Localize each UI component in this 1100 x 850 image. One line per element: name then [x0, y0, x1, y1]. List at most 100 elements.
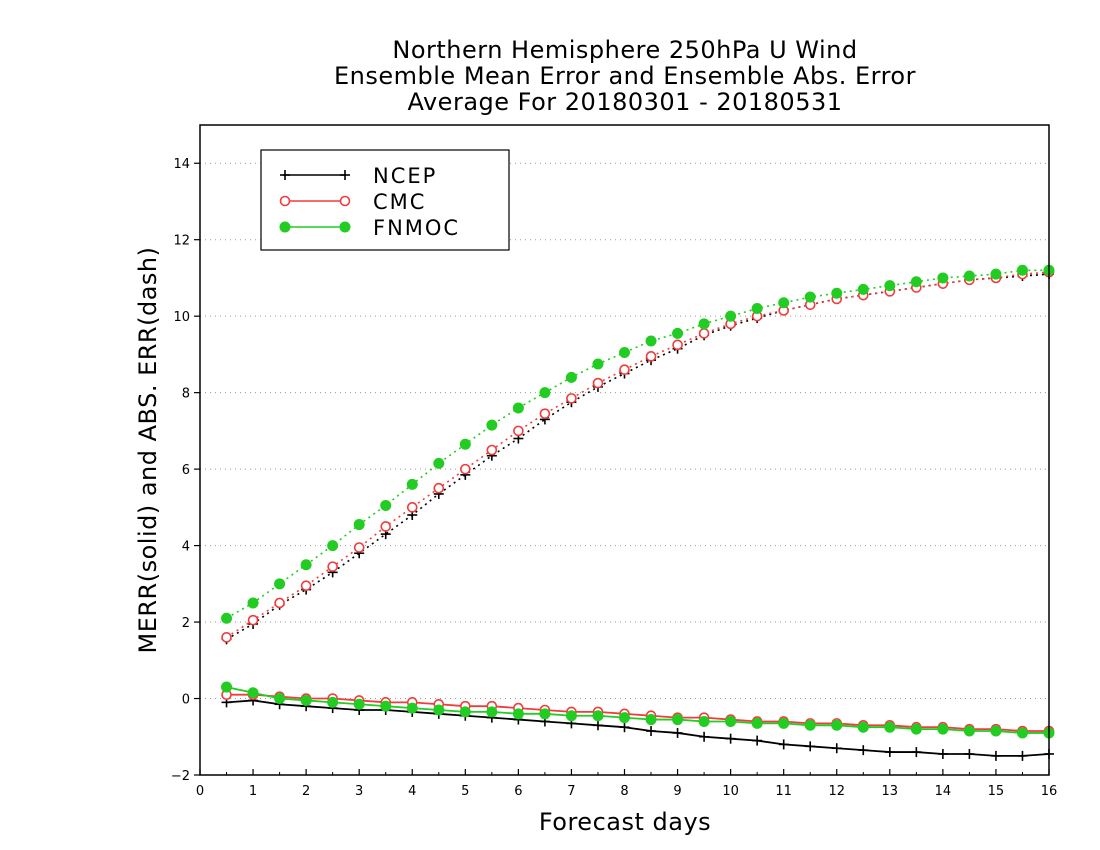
mean-error-point-fnmoc [327, 696, 339, 708]
legend-entry-ncep: NCEP [280, 164, 437, 188]
y-axis-label: MERR(solid) and ABS. ERR(dash) [134, 246, 162, 654]
x-tick-label: 14 [935, 784, 952, 799]
legend-label: NCEP [373, 164, 437, 188]
chart-title-line-1: Northern Hemisphere 250hPa U Wind [392, 36, 858, 64]
legend-marker-right [339, 221, 351, 233]
legend-label: CMC [373, 190, 426, 214]
abs-error-point-fnmoc [937, 272, 949, 284]
abs-error-point-cmc [433, 482, 445, 494]
abs-error-point-fnmoc [300, 559, 312, 571]
x-tick-label: 8 [620, 784, 628, 799]
abs-error-point-cmc [645, 351, 657, 362]
mean-error-point-ncep [858, 745, 869, 756]
mean-error-point-fnmoc [778, 717, 790, 729]
x-tick-label: 3 [355, 784, 363, 799]
abs-error-line-cmc [226, 271, 1050, 639]
abs-error-point-fnmoc [990, 268, 1002, 280]
mean-error-point-ncep [619, 722, 630, 733]
mean-error-point-fnmoc [274, 693, 286, 705]
abs-error-point-cmc [539, 408, 551, 419]
y-tick-label: 14 [173, 157, 190, 172]
x-tick-label: 1 [249, 784, 257, 799]
mean-error-point-fnmoc [884, 721, 896, 733]
mean-error-point-ncep [778, 739, 789, 750]
abs-error-point-fnmoc [804, 291, 816, 303]
abs-error-point-fnmoc [247, 597, 259, 609]
mean-error-point-ncep [884, 747, 895, 758]
y-tick-label: 10 [173, 310, 190, 325]
x-tick-label: 12 [828, 784, 845, 799]
y-tick-label: 0 [182, 693, 190, 708]
abs-error-point-fnmoc [565, 371, 577, 383]
y-tick-label: 12 [173, 234, 190, 249]
y-tick-label: 4 [182, 540, 190, 555]
mean-error-point-ncep [672, 727, 683, 738]
abs-error-point-fnmoc [353, 519, 365, 531]
mean-error-point-ncep [1017, 750, 1028, 761]
abs-error-point-cmc [460, 463, 471, 475]
abs-error-point-cmc [698, 328, 710, 339]
mean-error-point-fnmoc [751, 717, 763, 729]
abs-error-point-fnmoc [459, 438, 471, 450]
abs-error-point-fnmoc [274, 578, 286, 590]
series-layer [221, 264, 1055, 761]
mean-error-point-ncep [937, 748, 948, 759]
x-tick-label: 5 [461, 784, 469, 799]
abs-error-point-cmc [300, 580, 312, 592]
x-tick-label: 6 [514, 784, 522, 799]
abs-error-point-fnmoc [486, 419, 498, 431]
abs-error-point-fnmoc [698, 318, 710, 330]
series-ncep [221, 269, 1054, 761]
abs-error-point-fnmoc [327, 540, 339, 552]
mean-error-point-fnmoc [1016, 727, 1028, 739]
mean-error-point-fnmoc [672, 714, 684, 726]
abs-error-point-fnmoc [884, 280, 896, 292]
legend-entry-fnmoc: FNMOC [279, 216, 458, 240]
abs-error-point-fnmoc [645, 335, 657, 347]
mean-error-point-fnmoc [406, 702, 418, 714]
mean-error-point-fnmoc [804, 719, 816, 731]
x-tick-label: 7 [567, 784, 575, 799]
abs-error-point-fnmoc [778, 297, 790, 309]
legend-marker-right [339, 195, 351, 207]
abs-error-point-cmc [406, 502, 418, 513]
mean-error-point-fnmoc [300, 694, 312, 706]
mean-error-point-fnmoc [433, 704, 445, 716]
y-tick-label: 2 [182, 616, 190, 631]
mean-error-point-fnmoc [459, 706, 471, 718]
abs-error-point-cmc [513, 425, 524, 437]
abs-error-line-ncep [226, 273, 1050, 640]
mean-error-point-fnmoc [221, 681, 233, 693]
y-tick-label: 8 [182, 387, 190, 402]
mean-error-point-fnmoc [565, 710, 577, 722]
mean-error-point-fnmoc [937, 723, 949, 735]
y-tick-label: −2 [171, 769, 190, 784]
abs-error-point-fnmoc [221, 612, 233, 624]
abs-error-point-fnmoc [512, 402, 524, 414]
abs-error-point-cmc [380, 521, 392, 532]
mean-error-point-fnmoc [380, 700, 392, 712]
abs-error-point-fnmoc [857, 283, 869, 295]
x-tick-label: 9 [673, 784, 681, 799]
mean-error-point-ncep [805, 741, 816, 752]
y-tick-label: 6 [182, 463, 190, 478]
mean-error-point-ncep [831, 743, 842, 754]
abs-error-point-fnmoc [831, 287, 843, 299]
x-tick-label: 13 [882, 784, 899, 799]
series-cmc [221, 266, 1055, 737]
mean-error-point-fnmoc [963, 725, 975, 737]
mean-error-point-fnmoc [725, 715, 737, 727]
abs-error-point-fnmoc [539, 387, 551, 399]
abs-error-point-fnmoc [910, 276, 922, 288]
abs-error-point-cmc [619, 364, 630, 376]
abs-error-point-cmc [486, 444, 498, 456]
x-tick-label: 10 [722, 784, 739, 799]
mean-error-point-fnmoc [910, 723, 922, 735]
x-tick-label: 11 [775, 784, 792, 799]
abs-error-line-fnmoc [226, 269, 1049, 619]
abs-error-point-fnmoc [963, 270, 975, 282]
mean-error-point-fnmoc [353, 698, 365, 710]
